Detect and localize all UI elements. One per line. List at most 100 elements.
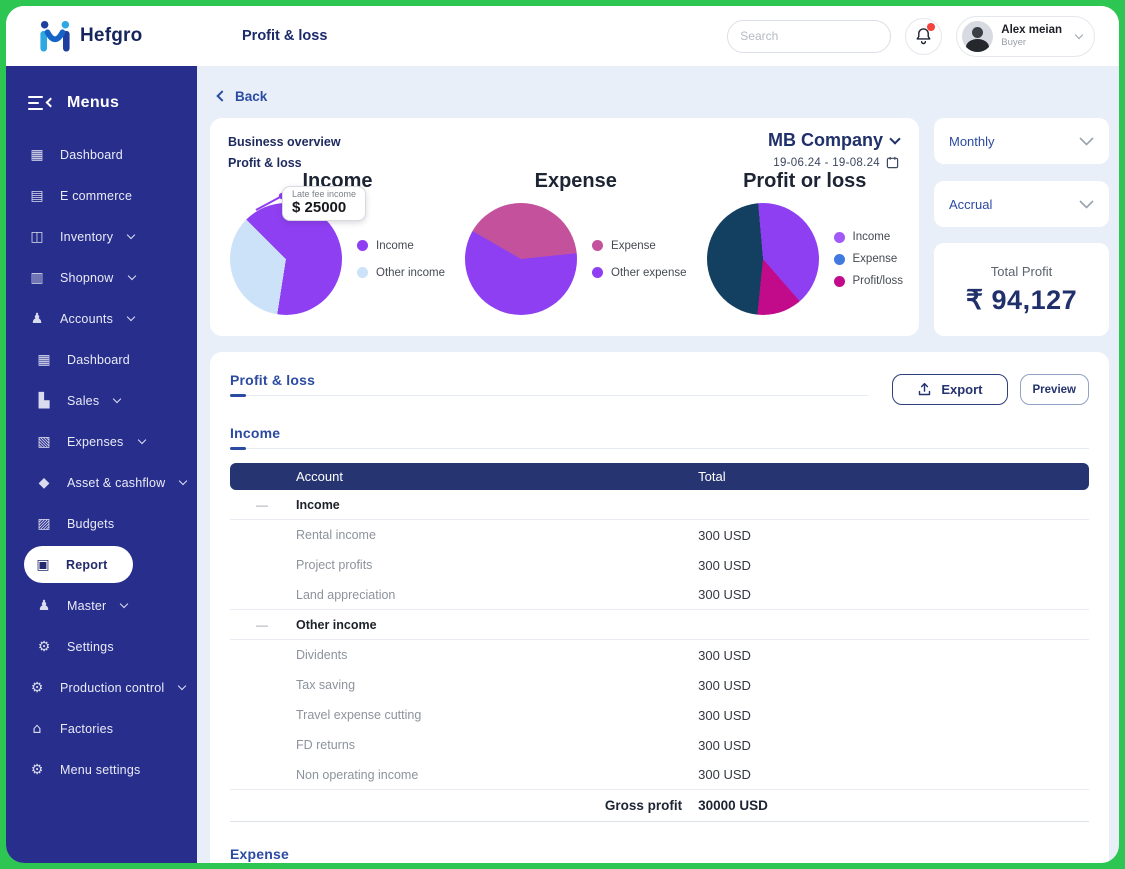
sidebar-item-menu-settings[interactable]: ⚙ Menu settings [28,749,197,790]
expense-section-title: Expense [230,846,289,862]
shopnow-icon: ▥ [30,269,44,286]
sidebar-item-master[interactable]: ♟ Master [28,585,197,626]
sidebar-item-budgets[interactable]: ▨ Budgets [28,503,197,544]
legend-dot-other-expense [592,267,604,278]
period-select[interactable]: Monthly [934,118,1109,164]
sidebar-title: Menus [67,94,120,111]
profit-loss-chart-title: Profit or loss [743,170,867,192]
total-profit-value: ₹ 94,127 [965,284,1078,315]
user-name: Alex meian [1001,23,1062,36]
callout-connector [255,192,286,211]
sidebar-item-dashboard[interactable]: ▦ Dashboard [28,134,197,175]
notifications-button[interactable] [905,17,943,55]
expenses-icon: ▧ [37,433,51,450]
accounts-icon: ♟ [30,310,44,327]
legend-dot-profit-loss [833,275,845,287]
late-fee-income-tooltip: Late fee income $ 25000 [282,186,367,221]
sidebar-item-expenses[interactable]: ▧ Expenses [28,421,197,462]
sidebar-item-factories[interactable]: ⌂ Factories [28,708,197,749]
gross-profit-value: 30000 USD [698,798,768,813]
export-button[interactable]: Export [892,374,1008,405]
app-window: Hefgro Profit & loss [6,6,1119,863]
report-section-title: Profit & loss [230,372,316,388]
bell-icon [916,28,931,45]
right-controls: Monthly Accrual Total Profit ₹ 94,127 [934,118,1109,336]
avatar [962,20,994,52]
sidebar-item-asset-cashflow[interactable]: ◆ Asset & cashflow [28,462,197,503]
collapse-group-icon[interactable]: — [256,617,268,632]
ecommerce-icon: ▤ [30,187,44,204]
company-selector[interactable]: MB Company [767,130,901,151]
legend-dot-expense [833,253,845,265]
collapse-group-icon[interactable]: — [256,497,268,512]
user-menu[interactable]: Alex meian Buyer [956,15,1095,57]
gross-profit-label: Gross profit [604,798,683,813]
expense-chart-group: Expense Expense [465,170,686,315]
business-overview-card: Business overview Profit & loss MB Compa… [210,118,919,336]
legend-item: Income [357,240,445,252]
legend-item: Profit/loss [833,275,903,287]
chevron-down-icon [178,681,187,691]
chevron-down-icon [126,230,136,240]
sidebar-item-ecommerce[interactable]: ▤ E commerce [28,175,197,216]
sales-icon: ▙ [38,392,50,409]
back-button[interactable]: Back [216,86,1109,106]
sidebar-item-settings[interactable]: ⚙ Settings [28,626,197,667]
sidebar-item-inventory[interactable]: ◫ Inventory [28,216,197,257]
table-row: Rental income 300 USD [296,527,751,543]
main-content: Back Business overview Profit & loss MB … [197,66,1119,863]
chevron-down-icon [137,435,146,445]
search-input[interactable] [740,29,896,43]
income-chart-group: Income Late fee income $ 2500 [230,170,445,315]
total-profit-label: Total Profit [990,263,1053,279]
date-range-picker[interactable]: 19-06.24 - 19-08.24 [768,156,899,169]
export-upload-icon [919,382,931,396]
hefgro-logo[interactable]: Hefgro [38,20,206,52]
chevron-down-icon [1074,30,1084,39]
top-header: Hefgro Profit & loss [6,6,1119,66]
profit-loss-report-card: Profit & loss Export Preview [210,352,1109,863]
legend-dot-income [833,231,845,243]
dashboard-icon: ▦ [37,351,51,368]
sidebar-item-report[interactable]: ▣ Report [24,546,134,583]
calendar-icon [886,156,899,169]
income-section-title: Income [230,425,281,441]
company-name: MB Company [767,130,883,150]
chevron-down-icon [127,271,136,281]
sidebar-item-production-control[interactable]: ⚙ Production control [28,667,197,708]
income-pie-chart: Late fee income $ 25000 [230,186,367,315]
sidebar-item-accounts-dashboard[interactable]: ▦ Dashboard [28,339,197,380]
section-divider [230,447,1089,450]
sidebar-item-sales[interactable]: ▙ Sales [28,380,197,421]
legend-item: Other income [357,267,445,279]
preview-button[interactable]: Preview [1019,374,1089,405]
sidebar-item-accounts[interactable]: ♟ Accounts [28,298,197,339]
chevron-down-icon [179,476,188,486]
table-row: Non operating income 300 USD [230,760,1089,790]
table-row: Project profits 300 USD [296,557,751,573]
sidebar: Menus ▦ Dashboard ▤ E commerce ◫ Invento… [6,66,197,863]
user-role: Buyer [1001,37,1027,49]
menu-collapse-icon [28,95,56,111]
inventory-icon: ◫ [30,228,44,245]
chevron-down-icon [1079,136,1094,146]
group-row-other-income: — Other income [230,610,1089,640]
column-account: Account [296,469,343,484]
settings-gear-icon: ⚙ [37,638,51,655]
legend-dot-other-income [357,267,368,278]
menus-header[interactable]: Menus [28,86,197,120]
date-range: 19-06.24 - 19-08.24 [773,156,880,169]
gross-profit-row: Gross profit 30000 USD [230,790,1089,822]
legend-dot-expense [592,240,604,251]
table-row: FD returns 300 USD [296,737,751,753]
chevron-down-icon [120,599,129,609]
accounting-basis-select[interactable]: Accrual [934,181,1109,227]
income-legend: Income Other income [357,240,445,279]
asset-cashflow-icon: ◆ [38,474,50,491]
expense-chart-title: Expense [534,170,617,192]
dashboard-icon: ▦ [30,146,44,163]
profit-loss-pie-chart [706,203,819,315]
page-title: Profit & loss [242,28,328,44]
profit-loss-legend: Income Expense Profit/loss [833,231,903,287]
sidebar-item-shopnow[interactable]: ▥ Shopnow [28,257,197,298]
